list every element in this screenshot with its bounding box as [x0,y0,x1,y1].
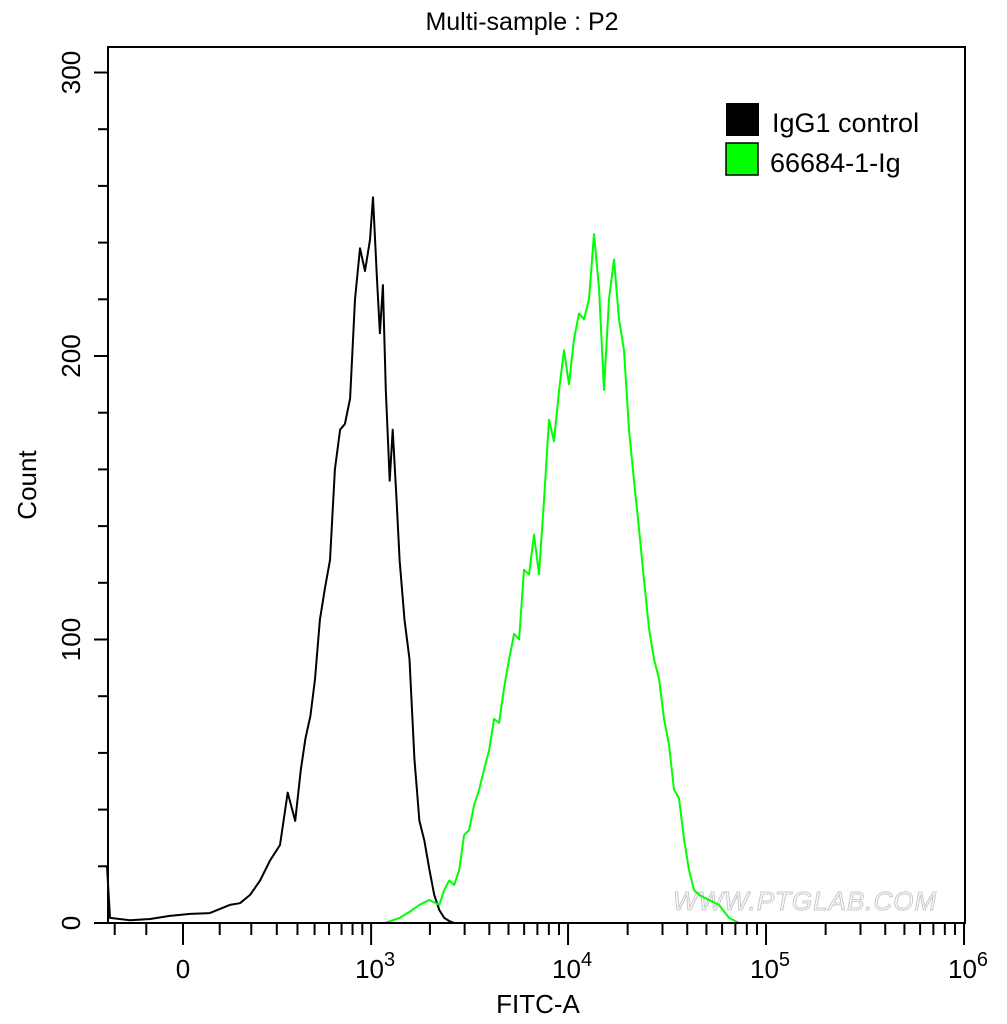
x-tick-label: 105 [750,949,790,984]
legend-label: IgG1 control [772,108,919,138]
x-tick-label: 0 [176,954,190,984]
y-tick-label: 100 [56,618,86,661]
legend-label: 66684-1-Ig [770,148,901,178]
y-tick-label: 300 [56,51,86,94]
x-tick-label: 106 [948,949,988,984]
x-tick-label: 103 [355,949,395,984]
legend-swatch-green [725,142,759,176]
chart-title: Multi-sample : P2 [425,8,618,36]
x-tick-label: 104 [552,949,592,984]
legend: IgG1 control 66684-1-Ig [725,103,919,178]
x-axis-title: FITC-A [496,989,580,1019]
y-axis: 0 100 200 300 [56,51,108,930]
x-axis: 0 103 104 105 106 [113,923,988,984]
legend-item-igg1-control: IgG1 control [726,103,919,138]
y-axis-title: Count [12,450,42,520]
series-layer [106,196,740,924]
legend-item-66684-1-ig: 66684-1-Ig [725,142,901,178]
y-tick-label: 0 [56,916,86,930]
plot-frame [107,46,966,924]
legend-swatch-black [726,103,759,136]
series-line-1 [384,233,740,924]
watermark: WWW.PTGLAB.COM [673,886,937,916]
y-tick-label: 200 [56,334,86,377]
series-line-0 [106,196,455,924]
